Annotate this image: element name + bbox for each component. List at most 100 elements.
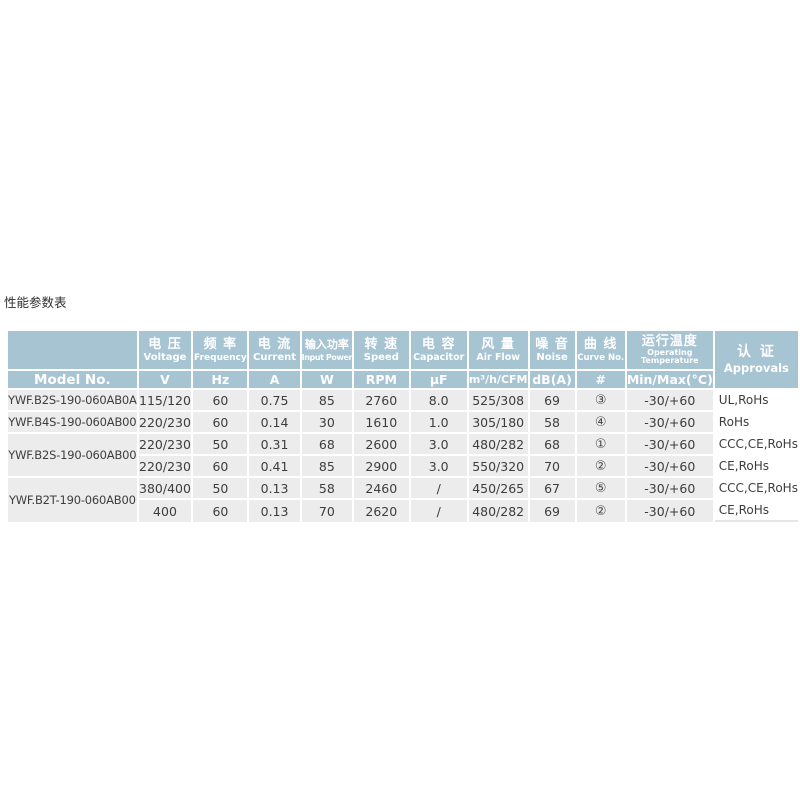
header-frequency-en: Frequency — [194, 352, 247, 363]
cell-capacitor: 3.0 — [410, 456, 467, 476]
unit-operating-temperature: Min/Max(°C) — [626, 371, 713, 388]
unit-noise: dB(A) — [529, 371, 575, 388]
cell-speed: 2620 — [354, 500, 409, 522]
cell-noise: 68 — [529, 434, 575, 454]
header-model-spacer — [8, 331, 137, 369]
cell-approvals: CCC,CE,RoHs — [714, 434, 798, 454]
table-row: YWF.B4S-190-060AB00 220/230 60 0.14 30 1… — [8, 412, 798, 432]
cell-temperature: -30/+60 — [626, 434, 713, 454]
cell-input-power: 85 — [301, 390, 353, 410]
header-frequency-zh: 频 率 — [203, 336, 238, 352]
header-speed: 转 速 Speed — [354, 331, 409, 369]
cell-approvals: CE,RoHs — [714, 500, 798, 522]
cell-airflow: 450/265 — [468, 478, 528, 498]
header-input-power-en: Input Power — [301, 352, 353, 362]
table-row: 220/230 60 0.41 85 2900 3.0 550/320 70 ②… — [8, 456, 798, 476]
cell-capacitor: 3.0 — [410, 434, 467, 454]
cell-current: 0.13 — [249, 478, 300, 498]
cell-temperature: -30/+60 — [626, 456, 713, 476]
header-airflow-en: Air Flow — [476, 351, 520, 363]
cell-voltage: 380/400 — [138, 478, 192, 498]
cell-curve-no: ③ — [576, 390, 625, 410]
header-model-no: Model No. — [8, 371, 137, 388]
header-current-zh: 电 流 — [257, 336, 292, 352]
cell-approvals: RoHs — [714, 412, 798, 432]
cell-voltage: 220/230 — [138, 456, 192, 476]
cell-noise: 69 — [529, 390, 575, 410]
table-row: YWF.B2S-190-060AB00 220/230 50 0.31 68 2… — [8, 434, 798, 476]
cell-model: YWF.B4S-190-060AB00 — [8, 412, 137, 432]
cell-current: 0.75 — [249, 390, 300, 410]
cell-approvals: CE,RoHs — [714, 456, 798, 476]
header-operating-temperature-en2: Temperature — [641, 356, 699, 365]
cell-input-power: 70 — [301, 500, 353, 522]
header-curve-en: Curve No. — [577, 352, 625, 363]
header-curve: 曲 线 Curve No. — [576, 331, 625, 369]
header-noise: 噪 音 Noise — [529, 331, 575, 369]
unit-current: A — [249, 371, 300, 388]
cell-voltage: 400 — [138, 500, 192, 522]
cell-airflow: 305/180 — [468, 412, 528, 432]
cell-model: YWF.B2S-190-060AB00 — [8, 434, 137, 476]
cell-frequency: 60 — [193, 412, 248, 432]
cell-capacitor: 8.0 — [410, 390, 467, 410]
cell-airflow: 480/282 — [468, 500, 528, 522]
cell-voltage: 220/230 — [138, 412, 192, 432]
cell-speed: 2900 — [354, 456, 409, 476]
header-voltage-zh: 电 压 — [148, 336, 182, 352]
cell-airflow: 525/308 — [468, 390, 528, 410]
cell-curve-no: ② — [576, 456, 625, 476]
header-frequency: 频 率 Frequency — [193, 331, 248, 369]
page-title: 性能参数表 — [4, 295, 67, 310]
cell-current: 0.14 — [249, 412, 300, 432]
cell-noise: 58 — [529, 412, 575, 432]
header-noise-zh: 噪 音 — [535, 336, 569, 352]
unit-capacitor: μF — [410, 371, 467, 388]
cell-airflow: 480/282 — [468, 434, 528, 454]
unit-speed: RPM — [354, 371, 409, 388]
cell-voltage: 115/120 — [138, 390, 192, 410]
header-airflow: 风 量 Air Flow — [468, 331, 528, 369]
cell-speed: 1610 — [354, 412, 409, 432]
cell-temperature: -30/+60 — [626, 390, 713, 410]
cell-speed: 2760 — [354, 390, 409, 410]
header-approvals: 认 证 Approvals — [714, 331, 798, 388]
cell-frequency: 60 — [193, 390, 248, 410]
header-speed-en: Speed — [363, 351, 399, 363]
cell-frequency: 60 — [193, 500, 248, 522]
header-row-labels: 电 压 Voltage 频 率 Frequency 电 流 Current 输入… — [8, 331, 798, 388]
cell-approvals: CCC,CE,RoHs — [714, 478, 798, 498]
cell-speed: 2460 — [354, 478, 409, 498]
cell-model: YWF.B2T-190-060AB00 — [8, 478, 137, 522]
header-curve-zh: 曲 线 — [583, 336, 618, 352]
cell-curve-no: ④ — [576, 412, 625, 432]
cell-frequency: 60 — [193, 456, 248, 476]
cell-capacitor: 1.0 — [410, 412, 467, 432]
table-row: YWF.B2S-190-060AB0A 115/120 60 0.75 85 2… — [8, 390, 798, 410]
cell-curve-no: ⑤ — [576, 478, 625, 498]
header-operating-temperature-en1: Operating — [647, 347, 693, 357]
cell-frequency: 50 — [193, 434, 248, 454]
header-voltage: 电 压 Voltage — [138, 331, 192, 369]
cell-temperature: -30/+60 — [626, 478, 713, 498]
header-operating-temperature-zh: 运行温度 — [641, 333, 698, 349]
header-approvals-en: Approvals — [723, 361, 789, 375]
header-current: 电 流 Current — [249, 331, 300, 369]
cell-model: YWF.B2S-190-060AB0A — [8, 390, 137, 410]
unit-frequency: Hz — [193, 371, 248, 388]
cell-capacitor: / — [410, 500, 467, 522]
header-row-units: Model No. V Hz A W RPM μF m³/h/CFM dB(A)… — [8, 371, 798, 388]
header-noise-en: Noise — [536, 351, 568, 363]
cell-input-power: 58 — [301, 478, 353, 498]
cell-input-power: 68 — [301, 434, 353, 454]
header-airflow-zh: 风 量 — [481, 336, 515, 352]
cell-current: 0.41 — [249, 456, 300, 476]
cell-current: 0.31 — [249, 434, 300, 454]
cell-temperature: -30/+60 — [626, 412, 713, 432]
cell-noise: 67 — [529, 478, 575, 498]
cell-temperature: -30/+60 — [626, 500, 713, 522]
cell-curve-no: ① — [576, 434, 625, 454]
header-speed-zh: 转 速 — [364, 336, 399, 352]
header-capacitor-zh: 电 容 — [421, 336, 456, 352]
